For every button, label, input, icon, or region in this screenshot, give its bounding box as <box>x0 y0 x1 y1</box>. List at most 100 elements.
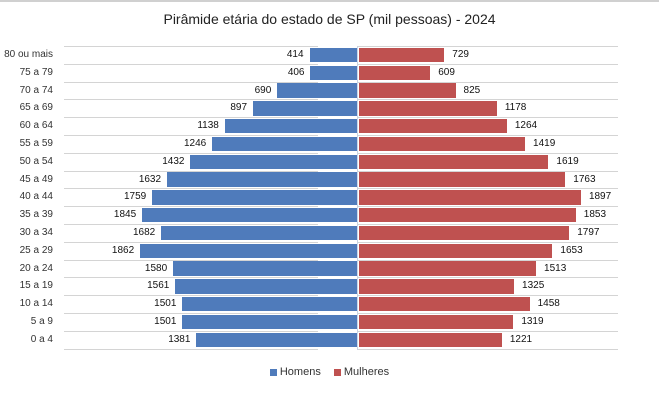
gridline <box>358 117 618 119</box>
bar-homens[interactable] <box>224 118 358 134</box>
value-label-mulheres: 1763 <box>573 173 596 185</box>
bar-mulheres[interactable] <box>359 65 431 81</box>
bar-mulheres[interactable] <box>359 136 526 152</box>
bar-mulheres[interactable] <box>359 296 530 312</box>
value-label-mulheres: 1419 <box>533 138 556 149</box>
gridline <box>358 170 618 172</box>
gridline <box>358 46 618 47</box>
value-label-mulheres: 1319 <box>521 316 544 327</box>
value-label-homens: 1501 <box>154 316 177 327</box>
pyramid-row: 40 a 44 1759 1897 <box>0 188 659 206</box>
gridline <box>358 224 618 225</box>
pyramid-row: 55 a 59 1246 1419 <box>0 135 659 153</box>
value-label-homens: 406 <box>287 66 305 78</box>
gridline <box>358 188 618 190</box>
bar-homens[interactable] <box>190 154 358 170</box>
bar-mulheres[interactable] <box>359 190 581 205</box>
chart-title: Pirâmide etária do estado de SP (mil pes… <box>163 11 496 27</box>
value-label-mulheres: 1897 <box>588 191 612 203</box>
bar-mulheres[interactable] <box>359 243 553 259</box>
pyramid-row: 25 a 29 1862 1653 <box>0 242 659 260</box>
bar-homens[interactable] <box>182 314 358 330</box>
pyramid-row: 75 a 79 406 609 <box>0 64 659 82</box>
value-label-homens: 897 <box>230 102 248 114</box>
bar-homens[interactable] <box>152 190 358 205</box>
bar-homens[interactable] <box>161 225 358 241</box>
gridline <box>64 241 318 243</box>
bar-homens[interactable] <box>140 243 358 259</box>
value-label-homens: 690 <box>254 84 272 96</box>
bar-mulheres[interactable] <box>359 261 537 276</box>
age-group-label: 65 a 69 <box>19 102 53 114</box>
pyramid-row: 30 a 34 1682 1797 <box>0 224 659 242</box>
bar-mulheres[interactable] <box>359 118 507 134</box>
legend-item-homens[interactable]: Homens <box>269 366 321 378</box>
bar-homens[interactable] <box>175 279 358 294</box>
gridline <box>64 170 318 172</box>
bar-homens[interactable] <box>253 101 358 116</box>
bar-mulheres[interactable] <box>359 314 514 330</box>
bar-mulheres[interactable] <box>359 172 566 187</box>
bar-mulheres[interactable] <box>359 279 515 294</box>
gridline <box>64 99 318 101</box>
gridline <box>64 188 318 190</box>
bar-mulheres[interactable] <box>359 332 502 348</box>
value-label-mulheres: 1619 <box>556 155 579 167</box>
age-group-label: 25 a 29 <box>19 244 53 256</box>
value-label-homens: 414 <box>286 49 304 60</box>
gridline <box>358 277 618 279</box>
gridline <box>64 348 318 350</box>
age-group-label: 50 a 54 <box>19 155 53 167</box>
age-group-label: 40 a 44 <box>19 191 53 203</box>
gridline <box>64 224 318 225</box>
age-group-label: 55 a 59 <box>19 138 53 149</box>
bar-mulheres[interactable] <box>359 101 497 116</box>
gridline <box>358 206 618 208</box>
bar-homens[interactable] <box>142 207 358 223</box>
bar-homens[interactable] <box>212 136 358 152</box>
age-group-label: 30 a 34 <box>19 227 53 238</box>
bar-mulheres[interactable] <box>359 154 549 170</box>
pyramid-row: 10 a 14 1501 1458 <box>0 295 659 313</box>
bar-homens[interactable] <box>196 332 358 348</box>
bar-mulheres[interactable] <box>359 83 456 98</box>
bar-homens[interactable] <box>310 65 358 81</box>
gridline <box>358 152 618 154</box>
bar-mulheres[interactable] <box>359 225 570 241</box>
value-label-mulheres: 1853 <box>583 209 607 221</box>
age-group-label: 5 a 9 <box>30 316 53 327</box>
gridline <box>358 259 618 261</box>
bar-mulheres[interactable] <box>359 207 576 223</box>
legend-label-mulheres: Mulheres <box>343 366 390 378</box>
value-label-mulheres: 825 <box>463 84 481 96</box>
gridline <box>64 295 318 297</box>
top-border <box>0 0 659 2</box>
value-label-homens: 1501 <box>154 298 177 310</box>
pyramid-row: 70 a 74 690 825 <box>0 82 659 100</box>
gridline <box>358 63 618 65</box>
gridline <box>64 63 318 65</box>
bar-homens[interactable] <box>173 261 358 276</box>
bar-mulheres[interactable] <box>359 47 445 63</box>
bar-homens[interactable] <box>182 296 358 312</box>
age-group-label: 35 a 39 <box>19 209 53 221</box>
value-label-homens: 1381 <box>168 333 191 345</box>
bar-homens[interactable] <box>167 172 358 187</box>
gridline <box>64 330 318 332</box>
bar-homens[interactable] <box>309 47 358 63</box>
value-label-homens: 1682 <box>132 227 156 238</box>
age-group-label: 45 a 49 <box>19 173 53 185</box>
pyramid-row: 35 a 39 1845 1853 <box>0 206 659 224</box>
gridline <box>358 313 618 314</box>
pyramid-row: 80 ou mais 414 729 <box>0 46 659 64</box>
gridline <box>358 99 618 101</box>
bar-homens[interactable] <box>277 83 358 98</box>
legend-item-mulheres[interactable]: Mulheres <box>333 366 390 378</box>
gridline <box>64 46 318 47</box>
value-label-mulheres: 1178 <box>504 102 527 114</box>
age-group-label: 80 ou mais <box>4 49 53 60</box>
gridline <box>358 295 618 297</box>
age-group-label: 20 a 24 <box>19 262 53 274</box>
value-label-mulheres: 1264 <box>514 120 538 132</box>
gridline <box>358 135 618 136</box>
